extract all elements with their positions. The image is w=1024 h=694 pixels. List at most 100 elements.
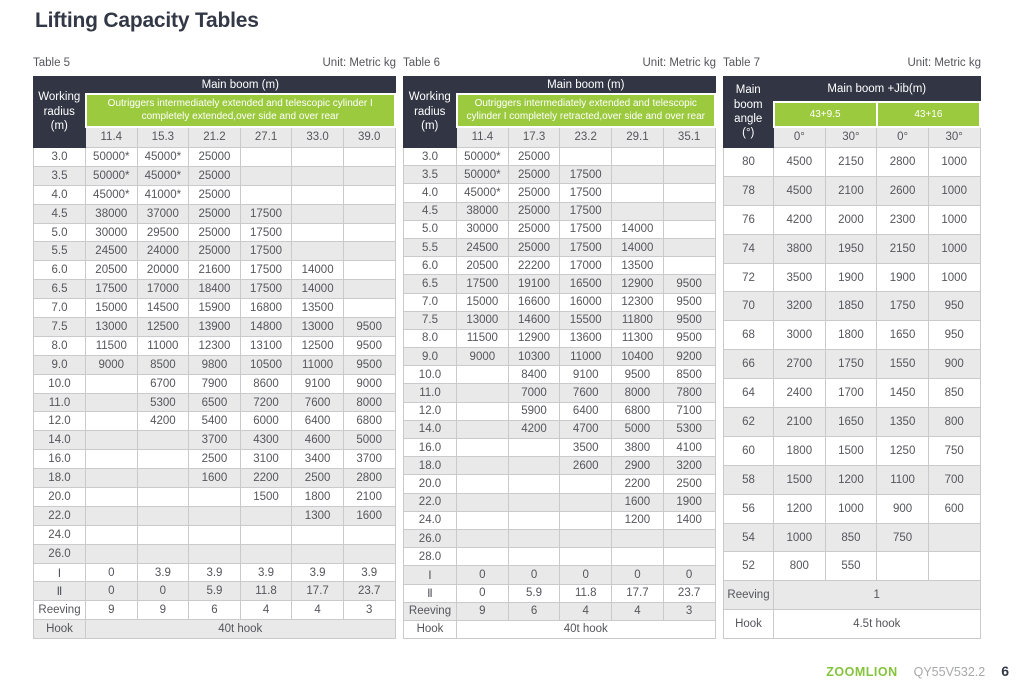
info-row: Ⅰ 0 3.9 3.9 3.9 3.9 3.9 — [33, 562, 396, 583]
row-label: 80 — [723, 147, 774, 177]
stub-header: Main boom angle (°) — [723, 76, 774, 148]
capacity-cell: 8600 — [239, 373, 293, 394]
capacity-cell: 4300 — [239, 430, 293, 451]
capacity-cell — [85, 430, 138, 451]
capacity-cell: 17500 — [456, 274, 509, 294]
table-row: 7.0 15000 14500 15900 16800 13500 — [33, 298, 396, 319]
row-label: 4.0 — [403, 183, 457, 203]
capacity-cell: 1550 — [876, 349, 929, 380]
row-label: 72 — [723, 262, 774, 293]
page-number: 6 — [1001, 663, 1009, 679]
capacity-cell: 0 — [507, 565, 561, 585]
table-label: Table 6 — [403, 57, 441, 69]
capacity-cell: 25000 — [188, 203, 241, 224]
capacity-cell — [136, 524, 190, 545]
row-label: 52 — [723, 551, 774, 582]
capacity-cell: 14500 — [136, 298, 190, 319]
column-header: 17.3 — [507, 126, 561, 148]
capacity-cell: 37000 — [136, 203, 190, 224]
table-row: 10.0 6700 7900 8600 9100 9000 — [33, 373, 396, 394]
capacity-cell — [291, 184, 344, 205]
table-row: 6.5 17500 17000 18400 17500 14000 — [33, 279, 396, 300]
capacity-cell — [188, 524, 241, 545]
table-row: 24.0 — [33, 524, 396, 545]
condition-header: 43+16 — [875, 100, 982, 128]
row-label: 5.0 — [403, 219, 457, 239]
row-label: Ⅰ — [403, 565, 457, 585]
span-row: Hook 40t hook — [33, 619, 396, 640]
column-header: 21.2 — [188, 126, 241, 148]
capacity-cell: 1600 — [342, 505, 396, 526]
capacity-cell: 1000 — [927, 175, 981, 206]
capacity-cell: 20500 — [85, 260, 138, 281]
capacity-cell: 700 — [927, 464, 981, 495]
capacity-cell — [85, 411, 138, 432]
capacity-cell: 1850 — [824, 291, 878, 322]
capacity-cell: 1750 — [824, 349, 878, 380]
capacity-cell: 8000 — [342, 392, 396, 413]
capacity-cell: 750 — [876, 522, 929, 553]
row-label: Ⅱ — [33, 581, 86, 602]
table-row: 3.0 50000* 25000 — [403, 146, 716, 167]
capacity-cell: 14000 — [291, 279, 344, 300]
capacity-cell: 2200 — [611, 474, 664, 494]
table-row: 5.0 30000 29500 25000 17500 — [33, 222, 396, 243]
table-row: 54 1000 850 750 — [723, 522, 981, 553]
group-header: Main boom (m) — [456, 76, 716, 94]
capacity-cell: 13000 — [456, 310, 509, 330]
row-label: 5.5 — [403, 237, 457, 258]
capacity-cell: 25000 — [188, 222, 241, 243]
capacity-cell: 1000 — [773, 522, 826, 553]
capacity-cell: 0 — [456, 583, 509, 603]
row-label: Ⅱ — [403, 583, 457, 603]
row-label: 66 — [723, 349, 774, 380]
page-footer: ZOOMLION QY55V532.2 6 — [826, 663, 1009, 679]
capacity-cell: 5400 — [188, 411, 241, 432]
capacity-cell: 8000 — [611, 383, 664, 403]
capacity-cell: 6800 — [611, 401, 664, 421]
capacity-cell — [662, 237, 716, 258]
table-row: 3.0 50000* 45000* 25000 — [33, 147, 396, 167]
capacity-cell: 0 — [85, 562, 138, 583]
column-header: 15.3 — [136, 126, 190, 148]
table-row: 26.0 — [403, 528, 716, 549]
capacity-cell: 2100 — [342, 487, 396, 507]
capacity-cell: 5.9 — [188, 581, 241, 602]
capacity-cell: 13500 — [291, 298, 344, 319]
column-header: 29.1 — [611, 126, 664, 148]
capacity-cell: 5300 — [136, 392, 190, 413]
table-row: 3.5 50000* 45000* 25000 — [33, 165, 396, 186]
capacity-cell: 3400 — [291, 449, 344, 470]
capacity-cell — [456, 547, 509, 567]
table-row: 3.5 50000* 25000 17500 — [403, 165, 716, 185]
capacity-cell: 11000 — [559, 347, 613, 367]
capacity-cell: 9 — [85, 600, 138, 621]
column-header: 11.4 — [456, 126, 509, 148]
row-label: 6.0 — [403, 256, 457, 276]
capacity-cell — [342, 165, 396, 186]
capacity-cell — [85, 449, 138, 470]
capacity-cell — [611, 165, 664, 185]
capacity-cell — [456, 365, 509, 385]
table-row: 4.0 45000* 25000 17500 — [403, 183, 716, 203]
row-label: 56 — [723, 493, 774, 524]
capacity-cell — [85, 392, 138, 413]
row-label: 4.5 — [33, 203, 86, 224]
span-row: Hook 4.5t hook — [723, 609, 981, 640]
span-value: 4.5t hook — [773, 609, 981, 640]
capacity-cell: 13500 — [611, 256, 664, 276]
capacity-cell: 17500 — [559, 183, 613, 203]
capacity-cell: 1650 — [824, 407, 878, 437]
capacity-cell: 3.9 — [239, 562, 293, 583]
capacity-cell: 7600 — [559, 383, 613, 403]
capacity-cell: 9 — [136, 600, 190, 621]
capacity-cell — [456, 401, 509, 421]
capacity-cell: 7800 — [662, 383, 716, 403]
row-label: 3.5 — [403, 165, 457, 185]
capacity-cell: 1500 — [824, 435, 878, 466]
capacity-cell: 5300 — [662, 419, 716, 440]
capacity-cell: 1750 — [876, 291, 929, 322]
table-row: 56 1200 1000 900 600 — [723, 493, 981, 524]
capacity-cell: 5.9 — [507, 583, 561, 603]
column-header: 30° — [927, 126, 981, 148]
